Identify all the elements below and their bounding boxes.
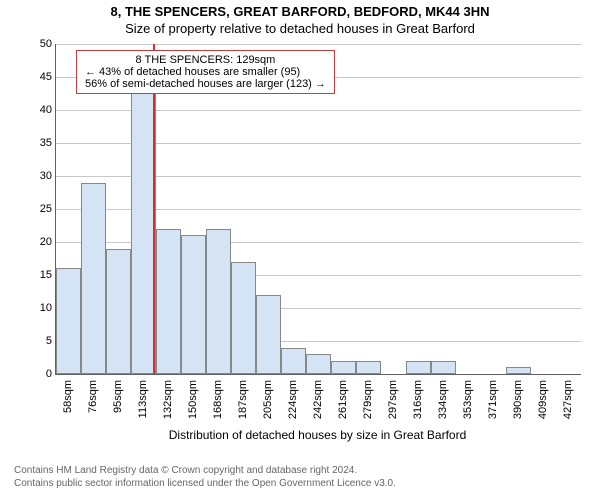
histogram-bar bbox=[506, 367, 531, 374]
chart-title-subtitle: Size of property relative to detached ho… bbox=[0, 21, 600, 36]
x-tick-label: 261sqm bbox=[337, 380, 349, 430]
annotation-box: 8 THE SPENCERS: 129sqm ← 43% of detached… bbox=[76, 50, 335, 94]
histogram-bar bbox=[256, 295, 281, 374]
title-block: 8, THE SPENCERS, GREAT BARFORD, BEDFORD,… bbox=[0, 4, 600, 36]
footer-line2: Contains public sector information licen… bbox=[14, 477, 396, 490]
x-tick-label: 242sqm bbox=[312, 380, 324, 430]
y-tick-label: 0 bbox=[28, 368, 52, 380]
footer-block: Contains HM Land Registry data © Crown c… bbox=[14, 464, 396, 490]
x-tick-label: 168sqm bbox=[212, 380, 224, 430]
x-tick-label: 353sqm bbox=[462, 380, 474, 430]
histogram-bar bbox=[181, 235, 206, 374]
x-tick-label: 297sqm bbox=[387, 380, 399, 430]
x-tick-label: 279sqm bbox=[362, 380, 374, 430]
histogram-bar bbox=[306, 354, 331, 374]
x-tick-label: 113sqm bbox=[137, 380, 149, 430]
histogram-bar bbox=[281, 348, 306, 374]
histogram-bar bbox=[431, 361, 456, 374]
histogram-bar bbox=[106, 249, 131, 374]
x-tick-label: 371sqm bbox=[487, 380, 499, 430]
x-tick-label: 316sqm bbox=[412, 380, 424, 430]
y-tick-label: 25 bbox=[28, 203, 52, 215]
x-tick-label: 409sqm bbox=[537, 380, 549, 430]
y-tick-label: 50 bbox=[28, 38, 52, 50]
y-tick-label: 20 bbox=[28, 236, 52, 248]
footer-line1: Contains HM Land Registry data © Crown c… bbox=[14, 464, 396, 477]
y-tick-label: 35 bbox=[28, 137, 52, 149]
plot-area: 8 THE SPENCERS: 129sqm ← 43% of detached… bbox=[55, 44, 581, 375]
x-tick-label: 390sqm bbox=[512, 380, 524, 430]
annotation-line2: ← 43% of detached houses are smaller (95… bbox=[85, 66, 326, 78]
x-tick-label: 58sqm bbox=[62, 380, 74, 430]
x-axis-label: Distribution of detached houses by size … bbox=[55, 428, 580, 442]
y-tick-label: 15 bbox=[28, 269, 52, 281]
x-tick-label: 187sqm bbox=[237, 380, 249, 430]
x-tick-label: 224sqm bbox=[287, 380, 299, 430]
y-tick-label: 30 bbox=[28, 170, 52, 182]
x-tick-label: 76sqm bbox=[87, 380, 99, 430]
annotation-line3: 56% of semi-detached houses are larger (… bbox=[85, 78, 326, 90]
x-tick-label: 95sqm bbox=[112, 380, 124, 430]
chart-container: 8, THE SPENCERS, GREAT BARFORD, BEDFORD,… bbox=[0, 0, 600, 500]
x-tick-label: 427sqm bbox=[562, 380, 574, 430]
y-tick-label: 40 bbox=[28, 104, 52, 116]
x-tick-label: 334sqm bbox=[437, 380, 449, 430]
y-tick-label: 5 bbox=[28, 335, 52, 347]
chart-title-address: 8, THE SPENCERS, GREAT BARFORD, BEDFORD,… bbox=[0, 4, 600, 19]
x-tick-label: 150sqm bbox=[187, 380, 199, 430]
histogram-bar bbox=[356, 361, 381, 374]
grid-line bbox=[56, 44, 581, 45]
histogram-bar bbox=[231, 262, 256, 374]
histogram-bar bbox=[56, 268, 81, 374]
y-tick-label: 10 bbox=[28, 302, 52, 314]
histogram-bar bbox=[156, 229, 181, 374]
x-tick-label: 205sqm bbox=[262, 380, 274, 430]
annotation-line1: 8 THE SPENCERS: 129sqm bbox=[85, 54, 326, 66]
y-tick-label: 45 bbox=[28, 71, 52, 83]
x-tick-label: 132sqm bbox=[162, 380, 174, 430]
histogram-bar bbox=[331, 361, 356, 374]
histogram-bar bbox=[206, 229, 231, 374]
histogram-bar bbox=[406, 361, 431, 374]
histogram-bar bbox=[81, 183, 106, 374]
